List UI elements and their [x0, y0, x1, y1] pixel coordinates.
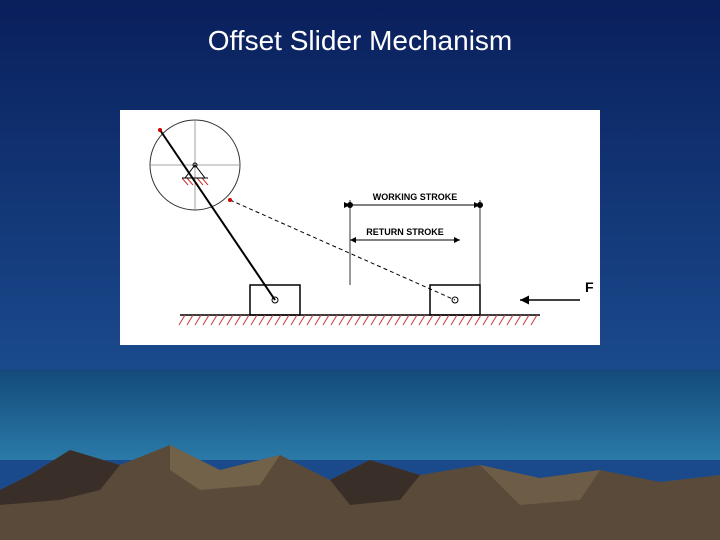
mechanism-diagram: WORKING STROKE RETURN STROKE F: [120, 110, 600, 345]
svg-text:RETURN STROKE: RETURN STROKE: [366, 227, 444, 237]
svg-text:F: F: [585, 279, 594, 295]
svg-text:WORKING STROKE: WORKING STROKE: [373, 192, 458, 202]
mountain-silhouette: [0, 430, 720, 540]
page-title: Offset Slider Mechanism: [0, 0, 720, 57]
